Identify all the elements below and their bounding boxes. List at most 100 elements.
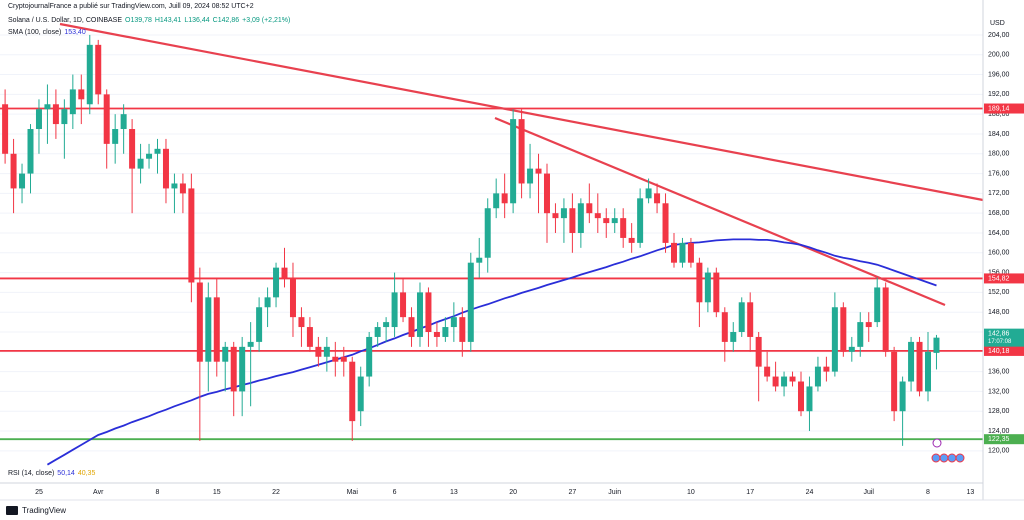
- event-icon: [931, 453, 941, 463]
- ohlc-label: O139,78: [125, 17, 152, 24]
- candle-body: [78, 89, 85, 100]
- candle-body: [916, 341, 923, 392]
- candle-body: [645, 188, 652, 199]
- y-tick-label: 172,00: [988, 190, 1010, 197]
- sma-line: [46, 238, 937, 466]
- x-tick-label: 17: [746, 489, 754, 496]
- sma-value: 153,40: [64, 29, 86, 36]
- candle-body: [120, 114, 127, 130]
- x-tick-label: 20: [509, 489, 517, 496]
- candle-body: [586, 203, 593, 214]
- candle-body: [239, 346, 246, 392]
- candle-body: [273, 267, 280, 298]
- candle-body: [687, 242, 694, 263]
- candle-body: [781, 376, 788, 387]
- x-tick-label: 13: [450, 489, 458, 496]
- y-tick-label: 188,00: [988, 111, 1010, 118]
- candle-body: [247, 341, 254, 347]
- footer-bg: [0, 500, 1024, 520]
- y-tick-label: 120,00: [988, 448, 1010, 455]
- candle-body: [806, 386, 813, 412]
- candle-body: [721, 312, 728, 342]
- candle-body: [289, 277, 296, 318]
- candle-body: [400, 292, 407, 318]
- candle-body: [552, 213, 559, 219]
- candle-body: [222, 346, 229, 362]
- rsi-value: 40,35: [77, 470, 96, 477]
- candle-body: [264, 297, 271, 308]
- candle-body: [467, 262, 474, 342]
- trend-line: [494, 116, 946, 307]
- candle-body: [933, 337, 940, 353]
- x-tick-label: Juil: [863, 489, 874, 496]
- candle-body: [484, 208, 491, 258]
- candle-body: [857, 322, 864, 347]
- x-tick-label: 8: [926, 489, 930, 496]
- candle-body: [831, 307, 838, 372]
- candle-body: [755, 336, 762, 367]
- x-tick-label: 6: [393, 489, 397, 496]
- y-tick-label: 160,00: [988, 250, 1010, 257]
- candle-body: [628, 237, 635, 243]
- y-tick-label: 124,00: [988, 428, 1010, 435]
- candle-body: [450, 317, 457, 328]
- candle-body: [654, 193, 661, 204]
- event-icon: [932, 438, 942, 448]
- candle-body: [925, 351, 932, 392]
- candle-body: [196, 282, 203, 362]
- candle-body: [332, 356, 339, 362]
- level-label: 140,18: [988, 348, 1010, 355]
- candle-body: [874, 287, 881, 323]
- y-tick-label: 152,00: [988, 289, 1010, 296]
- ohlc-label: +3,09 (+2,21%): [242, 17, 291, 24]
- candle-body: [848, 346, 855, 352]
- y-tick-label: 136,00: [988, 368, 1010, 375]
- y-tick-label: 196,00: [988, 71, 1010, 78]
- candle-body: [865, 322, 872, 328]
- candle-body: [738, 302, 745, 332]
- candle-body: [340, 356, 347, 362]
- candle-body: [493, 193, 500, 209]
- candle-body: [383, 322, 390, 328]
- logo: TradingView: [22, 506, 66, 515]
- candle-body: [19, 173, 26, 189]
- event-icon: [955, 453, 965, 463]
- level-tag: [984, 103, 1024, 114]
- x-tick-label: 13: [966, 489, 974, 496]
- candle-body: [840, 307, 847, 352]
- candle-body: [86, 44, 93, 105]
- candle-body: [213, 297, 220, 362]
- symbol-title: Solana / U.S. Dollar, 1D, COINBASE: [8, 17, 122, 24]
- candle-body: [188, 188, 195, 283]
- candle-body: [171, 183, 178, 189]
- sma-name: SMA (100, close): [8, 29, 62, 36]
- candle-body: [459, 317, 466, 342]
- candle-body: [891, 351, 898, 412]
- x-tick-label: 24: [806, 489, 814, 496]
- candle-body: [425, 292, 432, 332]
- ohlc-label: C142,86: [212, 17, 240, 24]
- candle-body: [535, 168, 542, 174]
- candle-body: [908, 341, 915, 382]
- x-tick-label: Juin: [608, 489, 621, 496]
- candle-body: [69, 89, 76, 115]
- rsi-legend: RSI (14, close) 50,14 40,35: [8, 470, 95, 477]
- currency: USD: [990, 20, 1005, 27]
- header-line: CryptojournalFrance a publié sur Trading…: [8, 3, 254, 10]
- candle-body: [560, 208, 567, 219]
- level-tag: [984, 273, 1024, 284]
- x-tick-label: Avr: [93, 489, 104, 496]
- candle-body: [281, 267, 288, 278]
- candle-body: [366, 336, 373, 377]
- candle-body: [814, 366, 821, 387]
- candle-body: [789, 376, 796, 382]
- candle-body: [577, 203, 584, 233]
- candle-body: [408, 317, 415, 337]
- level-tag: [984, 434, 1024, 445]
- y-tick-label: 204,00: [988, 32, 1010, 39]
- y-tick-label: 148,00: [988, 309, 1010, 316]
- candle-body: [772, 376, 779, 387]
- publisher: CryptojournalFrance a publié sur Trading…: [8, 3, 254, 10]
